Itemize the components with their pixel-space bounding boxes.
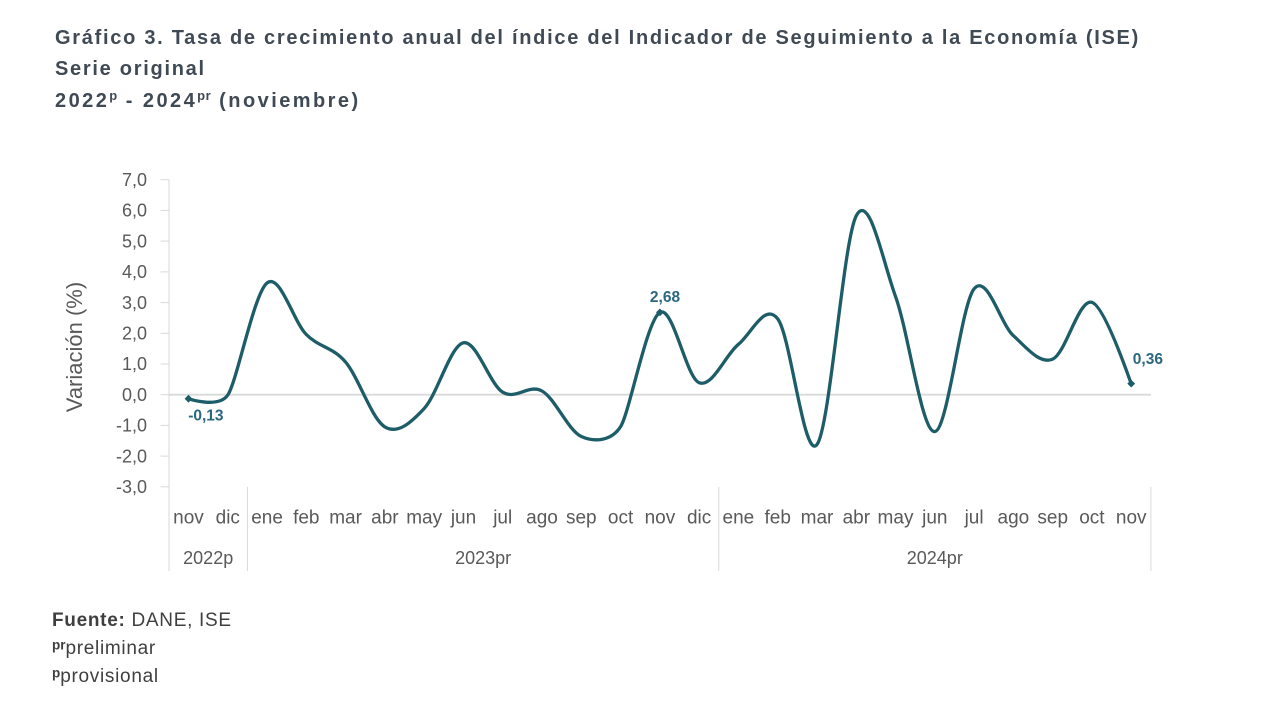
- svg-text:6,0: 6,0: [122, 201, 147, 221]
- svg-text:nov: nov: [173, 508, 204, 529]
- svg-text:may: may: [878, 508, 914, 529]
- svg-text:oct: oct: [1079, 508, 1105, 529]
- svg-text:1,0: 1,0: [122, 354, 147, 374]
- svg-text:2,0: 2,0: [122, 324, 147, 344]
- svg-text:2024pr: 2024pr: [907, 548, 963, 568]
- svg-text:feb: feb: [764, 508, 790, 529]
- svg-text:jul: jul: [492, 508, 512, 529]
- svg-text:-1,0: -1,0: [116, 416, 147, 436]
- svg-text:dic: dic: [687, 508, 711, 529]
- svg-text:sep: sep: [566, 508, 597, 529]
- svg-text:abr: abr: [843, 508, 871, 529]
- svg-text:0,0: 0,0: [122, 385, 147, 405]
- svg-text:5,0: 5,0: [122, 231, 147, 251]
- svg-text:mar: mar: [801, 508, 834, 529]
- svg-text:jun: jun: [450, 508, 476, 529]
- svg-text:2023pr: 2023pr: [455, 548, 511, 568]
- svg-text:nov: nov: [645, 508, 676, 529]
- svg-text:Variación (%): Variación (%): [62, 282, 87, 412]
- svg-text:abr: abr: [371, 508, 399, 529]
- svg-text:nov: nov: [1116, 508, 1147, 529]
- svg-text:2022p: 2022p: [183, 548, 233, 568]
- svg-text:jul: jul: [964, 508, 984, 529]
- svg-text:4,0: 4,0: [122, 262, 147, 282]
- svg-text:0,36: 0,36: [1133, 351, 1164, 368]
- svg-text:-0,13: -0,13: [188, 408, 224, 425]
- svg-text:-2,0: -2,0: [116, 446, 147, 466]
- svg-text:mar: mar: [329, 508, 362, 529]
- svg-text:feb: feb: [293, 508, 319, 529]
- svg-text:jun: jun: [921, 508, 947, 529]
- svg-text:3,0: 3,0: [122, 293, 147, 313]
- svg-text:ene: ene: [723, 508, 755, 529]
- svg-text:dic: dic: [216, 508, 240, 529]
- svg-text:7,0: 7,0: [122, 170, 147, 190]
- svg-text:ene: ene: [251, 508, 283, 529]
- svg-text:ago: ago: [526, 508, 558, 529]
- svg-text:ago: ago: [998, 508, 1030, 529]
- svg-text:-3,0: -3,0: [116, 477, 147, 497]
- svg-text:may: may: [406, 508, 442, 529]
- svg-text:sep: sep: [1037, 508, 1068, 529]
- svg-text:oct: oct: [608, 508, 634, 529]
- svg-text:2,68: 2,68: [650, 289, 681, 306]
